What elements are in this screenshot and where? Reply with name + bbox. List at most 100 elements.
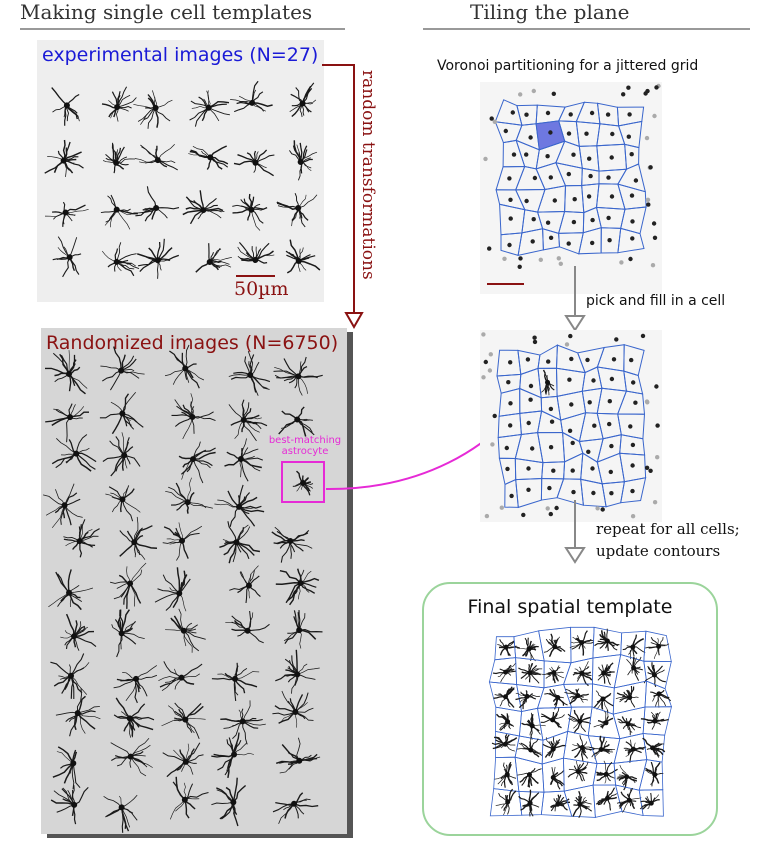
voronoi-cell: [620, 477, 647, 504]
outer-point: [489, 116, 494, 121]
voronoi-cell: [624, 143, 640, 170]
left-header-rule: [20, 28, 345, 30]
randomized-astrocyte: [99, 392, 144, 435]
template-astrocyte: [616, 787, 642, 813]
voronoi-cell: [536, 210, 566, 235]
grid-point: [567, 428, 573, 433]
grid-point: [610, 131, 615, 137]
template-astrocyte: [550, 794, 570, 812]
outer-point: [517, 264, 522, 269]
voronoi-cell: [575, 101, 601, 125]
outer-point: [545, 506, 550, 511]
experimental-images-panel: experimental images (N=27) 50µm: [37, 40, 324, 302]
outer-point: [600, 507, 605, 512]
grid-point: [588, 173, 593, 179]
outer-point: [654, 85, 659, 90]
grid-point: [572, 197, 577, 202]
grid-point: [584, 131, 589, 136]
template-astrocyte: [622, 634, 646, 660]
voronoi-cell: [555, 140, 583, 169]
grid-point: [524, 112, 529, 117]
template-astrocyte: [491, 733, 518, 752]
grid-point: [504, 445, 509, 451]
outer-point: [487, 368, 493, 373]
grid-point: [566, 131, 572, 136]
grid-point: [605, 112, 611, 117]
voronoi-cell: [515, 123, 540, 151]
outer-point: [614, 337, 619, 342]
voronoi-cell: [537, 344, 558, 369]
astrocyte-image: [230, 80, 273, 113]
astrocyte-image: [276, 193, 318, 228]
grid-point: [505, 466, 510, 472]
grid-point: [547, 485, 552, 491]
randomized-astrocyte: [283, 610, 323, 649]
template-astrocyte: [518, 789, 540, 817]
grid-point: [587, 156, 592, 161]
outer-point: [646, 202, 651, 207]
grid-point: [507, 176, 512, 181]
voronoi-cell: [494, 99, 523, 126]
grid-point: [609, 376, 615, 382]
grid-point: [528, 135, 533, 140]
grid-point: [524, 152, 529, 157]
grid-point: [508, 197, 513, 202]
outer-point: [492, 119, 497, 124]
grid-point: [528, 397, 533, 402]
template-astrocyte: [643, 662, 667, 687]
template-astrocyte: [596, 760, 618, 784]
astrocyte-image: [44, 201, 89, 227]
randomized-astrocyte: [164, 344, 205, 389]
astrocyte-image: [233, 149, 275, 177]
outer-point: [558, 261, 563, 266]
grid-point: [548, 130, 553, 135]
voronoi-cell: [494, 121, 523, 144]
grid-point: [569, 402, 574, 407]
grid-point: [607, 238, 612, 243]
randomized-astrocyte: [45, 403, 89, 443]
template-astrocyte: [616, 764, 638, 791]
outer-point: [481, 332, 486, 337]
grid-point: [526, 487, 531, 492]
grid-point: [508, 216, 513, 221]
template-astrocyte: [572, 661, 593, 687]
experimental-images-label: experimental images (N=27): [42, 44, 319, 66]
grid-point: [589, 110, 595, 116]
experimental-cells: [44, 80, 321, 279]
grid-point: [628, 424, 633, 429]
pick-fill-label: pick and fill in a cell: [586, 293, 726, 309]
astrocyte-image: [232, 193, 268, 231]
astrocyte-image: [237, 242, 275, 264]
repeat-label-line1: repeat for all cells;: [596, 520, 740, 538]
grid-point: [609, 491, 614, 496]
outer-point: [644, 135, 650, 141]
outer-point: [551, 91, 556, 96]
randomized-astrocyte: [178, 441, 216, 484]
template-astrocyte: [593, 690, 614, 712]
randomized-astrocyte: [275, 649, 320, 694]
voronoi-cell: [617, 227, 645, 254]
randomized-astrocyte: [110, 737, 153, 777]
final-template-box: Final spatial template: [422, 582, 718, 836]
template-astrocyte: [494, 761, 517, 788]
outer-point: [640, 333, 646, 339]
randomized-astrocyte: [109, 562, 147, 609]
randomized-astrocyte: [165, 477, 213, 514]
grid-point: [506, 380, 511, 385]
voronoi-cell: [623, 344, 645, 377]
grid-point: [591, 490, 596, 496]
randomized-astrocyte: [119, 516, 158, 560]
template-astrocyte: [640, 711, 669, 730]
outer-point: [645, 400, 650, 405]
template-cell: [563, 757, 598, 792]
grid-point: [633, 400, 638, 405]
template-astrocyte: [543, 633, 566, 658]
randomized-astrocyte: [113, 665, 158, 704]
randomized-astrocyte: [214, 484, 265, 527]
outer-point: [644, 465, 650, 470]
randomized-astrocyte: [275, 568, 320, 606]
randomized-astrocyte: [273, 356, 323, 396]
grid-point: [633, 178, 639, 183]
randomized-astrocyte: [154, 567, 191, 612]
grid-point: [630, 219, 635, 224]
